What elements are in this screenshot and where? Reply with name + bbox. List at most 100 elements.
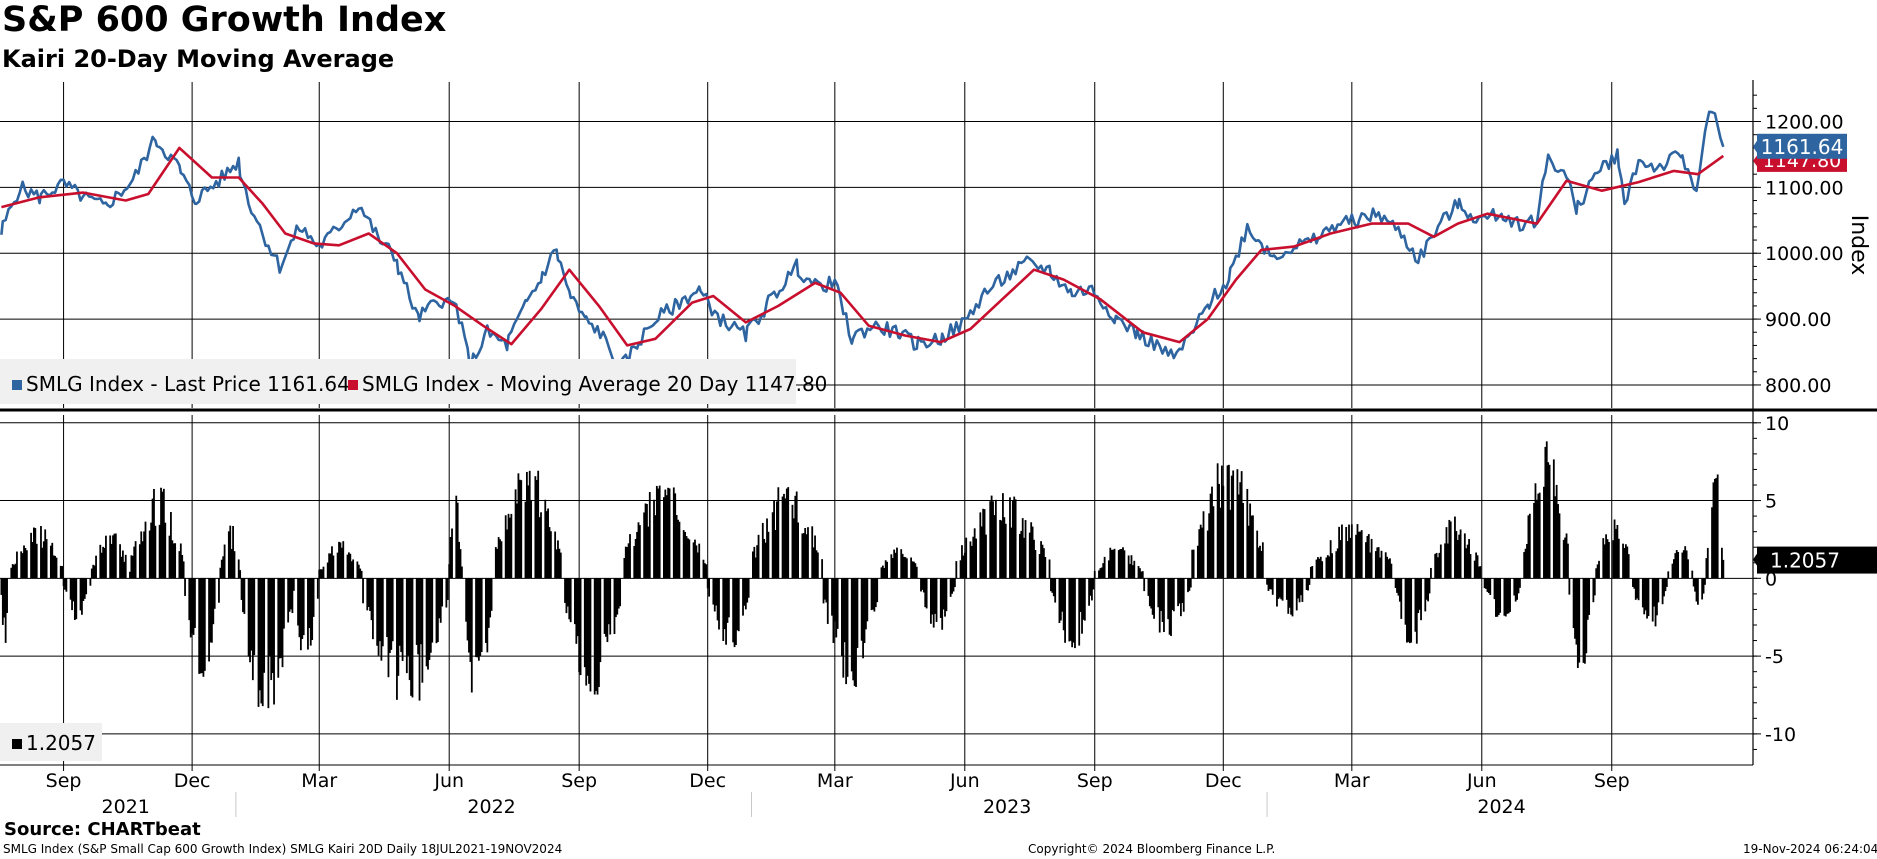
kairi-bar — [168, 535, 171, 579]
kairi-bar — [85, 578, 88, 595]
kairi-bar — [24, 547, 27, 579]
x-year-label: 2022 — [467, 796, 515, 818]
kairi-bar — [1538, 492, 1541, 579]
kairi-bar — [242, 578, 244, 613]
kairi-bar — [1180, 578, 1182, 617]
kairi-bar — [647, 526, 650, 579]
kairi-bar — [1072, 578, 1075, 643]
kairi-bar — [1704, 578, 1706, 585]
kairi-bar — [292, 578, 295, 591]
kairi-bar — [138, 544, 141, 579]
kairi-bar — [856, 578, 859, 648]
kairi-bar — [391, 578, 394, 642]
kairi-bar — [1355, 534, 1357, 579]
top-ytick-label: 1200.00 — [1765, 112, 1844, 134]
kairi-bar — [124, 554, 127, 579]
kairi-bar — [664, 489, 667, 579]
kairi-bar — [723, 578, 726, 630]
kairi-bar — [678, 521, 681, 579]
kairi-bar — [1493, 578, 1496, 600]
kairi-bar — [626, 546, 629, 579]
kairi-bar — [850, 578, 853, 672]
kairi-bar — [1565, 533, 1568, 579]
kairi-bar — [684, 531, 686, 579]
kairi-bar — [578, 578, 581, 673]
kairi-bar — [1437, 557, 1439, 579]
kairi-bar — [103, 547, 106, 579]
kairi-bar — [461, 566, 463, 579]
kairi-bar — [886, 561, 888, 579]
kairi-bar — [55, 557, 58, 579]
kairi-bar — [1646, 578, 1648, 619]
kairi-bar — [629, 534, 631, 579]
kairi-bar — [1131, 565, 1134, 579]
kairi-bar — [1624, 544, 1627, 579]
kairi-bar — [401, 578, 404, 661]
kairi-bar — [1605, 534, 1607, 579]
kairi-bar — [845, 578, 848, 685]
kairi-bar — [569, 578, 572, 623]
kairi-bar — [129, 571, 131, 579]
kairi-bar — [1020, 530, 1023, 579]
kairi-bar — [1189, 578, 1192, 588]
legend-item-moving-average: SMLG Index - Moving Average 20 Day 1147.… — [348, 372, 827, 396]
top-ytick-label: 900.00 — [1765, 309, 1831, 331]
kairi-bar — [980, 526, 983, 579]
kairi-bar — [781, 496, 784, 579]
kairi-bar — [379, 578, 381, 642]
kairi-bar — [1465, 548, 1468, 579]
kairi-bar — [331, 546, 333, 579]
kairi-bar — [1379, 557, 1381, 579]
kairi-bar — [1192, 549, 1195, 579]
kairi-bar — [249, 578, 251, 663]
kairi-bar — [945, 578, 948, 612]
kairi-bar — [794, 495, 797, 579]
kairi-bar — [210, 578, 213, 643]
kairi-bar — [816, 552, 819, 579]
kairi-bar — [1300, 578, 1302, 596]
kairi-bar — [213, 578, 216, 609]
kairi-bar — [486, 578, 489, 653]
kairi-bar — [1158, 578, 1161, 633]
kairi-bar — [1444, 543, 1446, 579]
kairi-bar — [429, 578, 432, 653]
kairi-bar — [326, 562, 329, 579]
kairi-bar — [1448, 519, 1451, 579]
top-ytick-label: 1100.00 — [1765, 177, 1844, 199]
kairi-bar — [1110, 549, 1113, 579]
kairi-bar — [372, 578, 374, 640]
kairi-bar — [675, 515, 678, 579]
kairi-bar — [1582, 578, 1585, 663]
kairi-bar — [113, 533, 116, 579]
kairi-bar — [1051, 578, 1054, 593]
kairi-bar — [1091, 578, 1093, 601]
kairi-bar — [894, 552, 897, 579]
kairi-bar — [497, 537, 500, 579]
kairi-bar — [1346, 541, 1349, 579]
kairi-bar — [1013, 496, 1016, 579]
kairi-bar — [290, 578, 292, 610]
kairi-bar — [527, 485, 530, 579]
kairi-bar — [1130, 555, 1133, 579]
kairi-bar — [148, 530, 151, 579]
kairi-bar — [1198, 529, 1201, 579]
kairi-bar — [490, 578, 493, 611]
kairi-bar — [565, 578, 568, 614]
kairi-bar — [1606, 539, 1609, 579]
kairi-last-value-badge — [1757, 546, 1877, 574]
kairi-bar — [268, 578, 271, 657]
kairi-bar — [1206, 530, 1209, 579]
kairi-bar — [1088, 578, 1090, 606]
kairi-bar — [773, 500, 775, 579]
kairi-bar — [634, 539, 637, 579]
kairi-bar — [1543, 486, 1545, 579]
kairi-bar — [1315, 559, 1318, 579]
kairi-bar — [1506, 578, 1509, 614]
x-month-label: Dec — [174, 770, 211, 792]
kairi-bar — [158, 524, 161, 579]
kairi-bar — [1694, 578, 1696, 592]
kairi-bar — [1527, 515, 1530, 579]
kairi-bar — [545, 511, 548, 579]
kairi-bar — [1089, 578, 1092, 596]
kairi-bar — [607, 578, 610, 625]
